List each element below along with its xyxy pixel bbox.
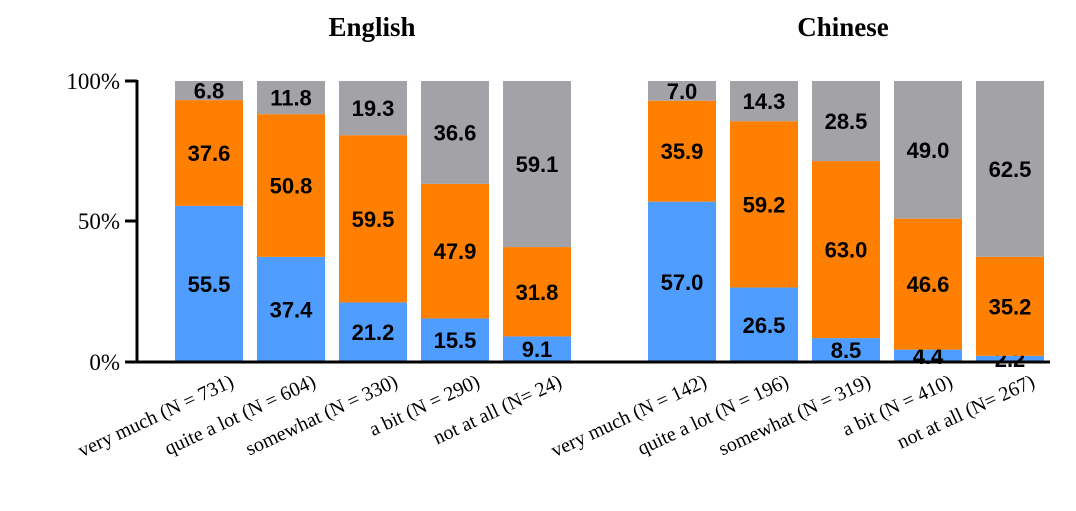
bar-segment-1-1	[730, 121, 798, 288]
bar-segment-1-0	[730, 287, 798, 362]
bar-segment-2-0	[812, 338, 880, 362]
bar-segment-4-2	[976, 81, 1044, 257]
bar-segment-2-2	[812, 81, 880, 162]
bar-segment-1-2	[730, 81, 798, 122]
data-label-4-2: 62.5	[989, 157, 1032, 182]
data-label-2-0: 8.5	[831, 338, 862, 363]
data-label-0-0: 55.5	[188, 272, 231, 297]
data-label-2-0: 21.2	[352, 320, 395, 345]
data-label-2-1: 59.5	[352, 207, 395, 232]
y-tick-label-100: 100%	[66, 69, 120, 94]
bar-segment-1-0	[257, 256, 325, 362]
bar-segment-2-1	[339, 135, 407, 303]
data-label-0-0: 57.0	[661, 270, 704, 295]
bar-segment-3-1	[421, 183, 489, 319]
data-label-3-1: 47.9	[434, 239, 477, 264]
axes: 100% 50% 0%	[66, 69, 1050, 375]
bar-segment-2-2	[339, 81, 407, 136]
bar-segment-0-1	[648, 100, 716, 202]
bar-segment-0-0	[648, 201, 716, 362]
data-label-1-0: 37.4	[270, 297, 314, 322]
data-label-3-2: 36.6	[434, 120, 477, 145]
bar-segment-0-0	[175, 205, 243, 362]
panel-title: English	[328, 12, 415, 42]
data-label-3-1: 46.6	[907, 272, 950, 297]
y-tick-label-0: 0%	[89, 350, 120, 375]
bar-segment-3-2	[421, 81, 489, 184]
data-label-0-1: 37.6	[188, 141, 231, 166]
bar-segment-3-0	[421, 318, 489, 362]
data-label-2-1: 63.0	[825, 238, 868, 263]
data-label-3-2: 49.0	[907, 138, 950, 163]
data-label-1-0: 26.5	[743, 313, 786, 338]
x-tick-label-4: not at all (N= 267)	[894, 371, 1038, 454]
bar-segment-1-1	[257, 114, 325, 257]
data-label-2-2: 19.3	[352, 96, 395, 121]
data-label-4-1: 31.8	[516, 280, 559, 305]
data-label-1-2: 14.3	[743, 89, 786, 114]
bar-segment-3-1	[894, 218, 962, 350]
data-label-2-2: 28.5	[825, 109, 868, 134]
bar-segment-2-1	[812, 161, 880, 339]
bar-segment-4-0	[976, 355, 1044, 362]
data-label-4-1: 35.2	[989, 294, 1032, 319]
data-label-4-2: 59.1	[516, 152, 559, 177]
data-label-0-2: 7.0	[667, 79, 698, 104]
bar-segment-4-2	[503, 81, 571, 248]
data-label-0-1: 35.9	[661, 139, 704, 164]
bar-segment-2-0	[339, 302, 407, 362]
data-label-1-1: 59.2	[743, 192, 786, 217]
bar-segment-3-2	[894, 81, 962, 219]
bar-segment-0-1	[175, 100, 243, 206]
data-label-3-0: 15.5	[434, 328, 477, 353]
bar-segment-4-0	[503, 336, 571, 362]
panel-title: Chinese	[797, 12, 889, 42]
bar-segment-3-0	[894, 349, 962, 362]
data-label-0-2: 6.8	[194, 79, 225, 104]
bar-segment-4-1	[503, 247, 571, 337]
data-label-4-0: 9.1	[522, 337, 553, 362]
y-tick-label-50: 50%	[78, 209, 120, 234]
data-label-1-2: 11.8	[270, 86, 312, 111]
bar-segment-0-2	[648, 81, 716, 101]
data-label-1-1: 50.8	[270, 174, 313, 199]
bar-segment-4-1	[976, 256, 1044, 356]
bar-segment-1-2	[257, 81, 325, 115]
bar-segment-0-2	[175, 81, 243, 101]
